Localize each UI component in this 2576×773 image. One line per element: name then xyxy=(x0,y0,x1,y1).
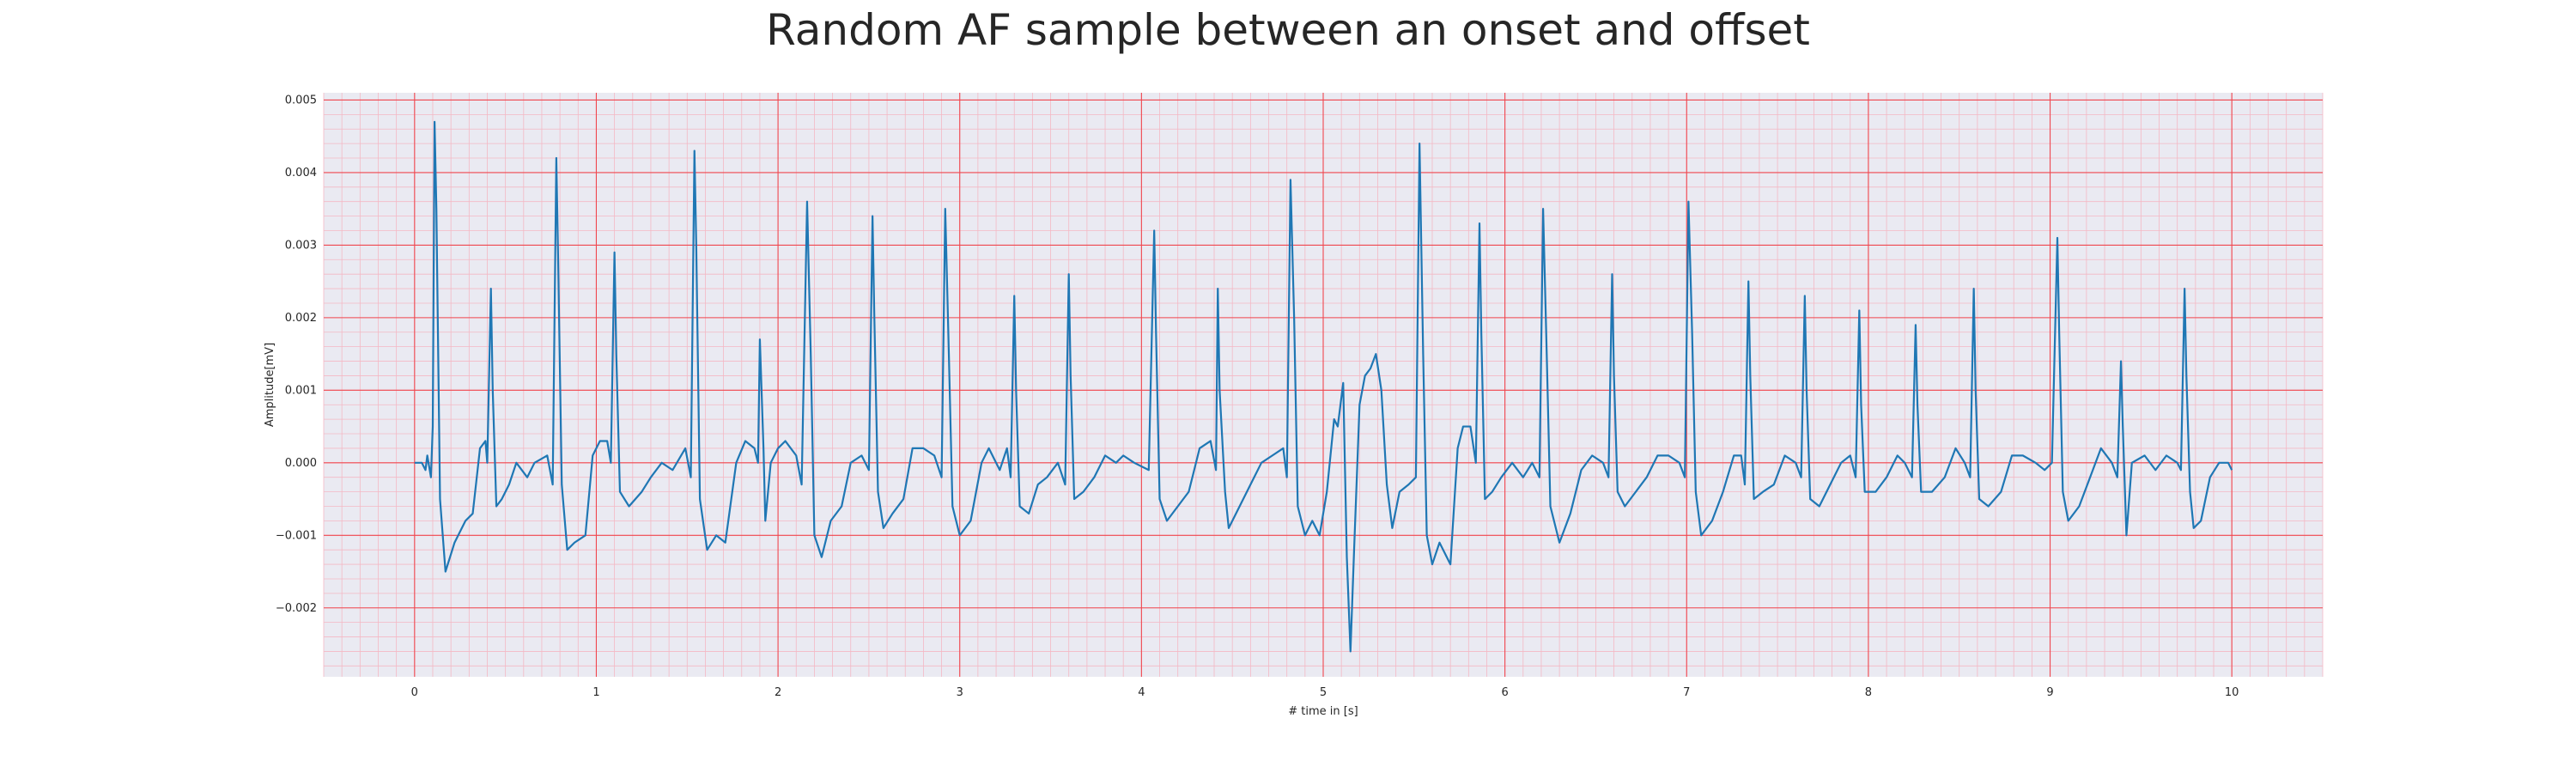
x-tick-label: 3 xyxy=(957,686,963,699)
y-tick-label: 0.000 xyxy=(285,457,317,470)
y-tick-label: 0.002 xyxy=(285,312,317,325)
y-tick-label: 0.001 xyxy=(285,384,317,397)
y-tick-label: −0.001 xyxy=(276,529,317,542)
x-axis-ticks: 0 1 2 3 4 5 6 7 8 9 10 xyxy=(411,686,2239,699)
x-tick-label: 9 xyxy=(2046,686,2053,699)
x-tick-label: 6 xyxy=(1501,686,1508,699)
x-axis-label: # time in [s] xyxy=(1288,705,1358,718)
y-axis-ticks: −0.002 −0.001 0.000 0.001 0.002 0.003 0.004 0.0… xyxy=(276,94,317,614)
x-tick-label: 1 xyxy=(592,686,599,699)
y-tick-label: 0.003 xyxy=(285,239,317,252)
major-grid xyxy=(324,93,2323,677)
x-tick-label: 0 xyxy=(411,686,418,699)
y-tick-label: 0.005 xyxy=(285,94,317,107)
x-tick-label: 7 xyxy=(1683,686,1690,699)
x-tick-label: 8 xyxy=(1865,686,1872,699)
x-tick-label: 10 xyxy=(2225,686,2239,699)
y-tick-label: −0.002 xyxy=(276,602,317,615)
x-tick-label: 5 xyxy=(1320,686,1327,699)
y-tick-label: 0.004 xyxy=(285,167,317,180)
ecg-series-line xyxy=(414,120,2233,653)
chart-title: Random AF sample between an onset and of… xyxy=(766,5,1810,55)
x-tick-label: 4 xyxy=(1138,686,1145,699)
x-tick-label: 2 xyxy=(775,686,781,699)
series-layer xyxy=(414,120,2233,653)
y-axis-label: Amplitude[mV] xyxy=(264,343,276,427)
